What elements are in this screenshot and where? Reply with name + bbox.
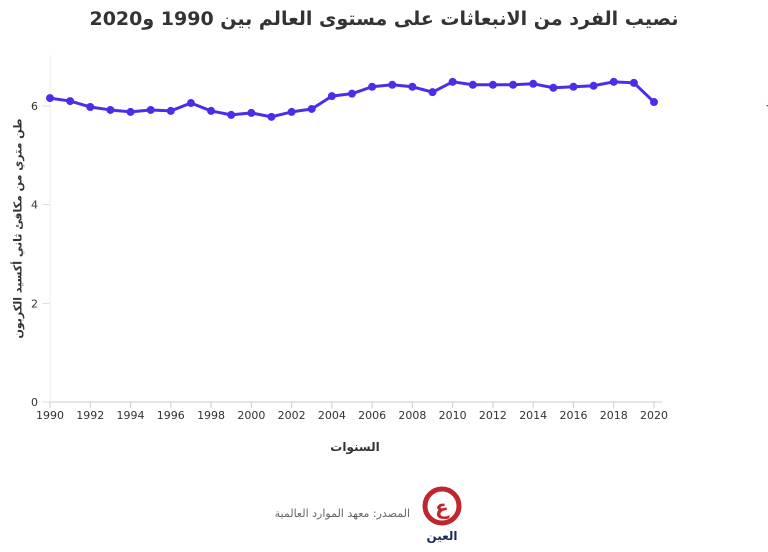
data-point	[549, 83, 558, 92]
data-point	[46, 94, 54, 103]
data-point	[307, 104, 316, 113]
data-point	[267, 112, 276, 121]
data-point	[569, 82, 578, 91]
x-tick-label: 1990	[36, 409, 64, 422]
x-tick-label: 2016	[559, 409, 587, 422]
data-point	[388, 80, 397, 89]
data-point	[207, 106, 216, 115]
data-point	[227, 110, 236, 119]
x-tick-label: 2006	[358, 409, 386, 422]
source-note: المصدر: معهد الموارد العالمية	[274, 507, 410, 520]
x-tick-label: 2020	[640, 409, 668, 422]
x-tick-label: 2018	[600, 409, 628, 422]
y-tick-label: 4	[31, 199, 38, 212]
data-point	[368, 82, 377, 91]
x-tick-label: 1994	[117, 409, 145, 422]
svg-text:ع: ع	[435, 495, 450, 519]
x-tick-label: 1996	[157, 409, 185, 422]
data-point	[488, 80, 497, 89]
data-point	[650, 98, 658, 107]
x-tick-label: 1998	[197, 409, 225, 422]
y-tick-label: 6	[31, 100, 38, 113]
data-point	[126, 107, 135, 116]
data-point	[448, 77, 457, 86]
data-point	[408, 82, 417, 91]
x-tick-label: 1992	[76, 409, 104, 422]
data-point	[106, 105, 115, 114]
x-tick-label: 2000	[237, 409, 265, 422]
data-point	[166, 106, 175, 115]
data-point	[609, 77, 618, 86]
series-label: - حجم الانبعاثات للفرد	[766, 98, 768, 109]
data-point	[146, 105, 155, 114]
x-tick-label: 2004	[318, 409, 346, 422]
x-tick-label: 2002	[278, 409, 306, 422]
data-point	[66, 97, 75, 106]
data-point	[629, 78, 638, 87]
series-line	[49, 80, 656, 119]
y-tick-label: 0	[31, 396, 38, 409]
data-point	[348, 89, 356, 98]
x-tick-label: 2008	[398, 409, 426, 422]
data-point	[589, 81, 598, 90]
x-tick-label: 2014	[519, 409, 547, 422]
x-axis-label: السنوات	[330, 440, 380, 454]
data-point	[468, 80, 477, 89]
x-tick-label: 2010	[439, 409, 467, 422]
svg-text:العين: العين	[426, 529, 457, 543]
data-point	[247, 108, 256, 117]
data-point	[86, 102, 95, 111]
y-tick-label: 2	[31, 297, 38, 310]
logo: ع العين	[422, 486, 462, 543]
data-point	[529, 79, 538, 88]
y-axis-label: طن متري من مكافئ ثاني أكسيد الكربون	[11, 118, 25, 339]
data-point	[509, 80, 518, 89]
data-point	[327, 92, 336, 101]
chart-title: نصيب الفرد من الانبعاثات على مستوى العال…	[89, 8, 679, 30]
data-point	[428, 88, 437, 97]
x-tick-label: 2012	[479, 409, 507, 422]
data-point	[287, 107, 296, 116]
data-point	[186, 99, 195, 108]
